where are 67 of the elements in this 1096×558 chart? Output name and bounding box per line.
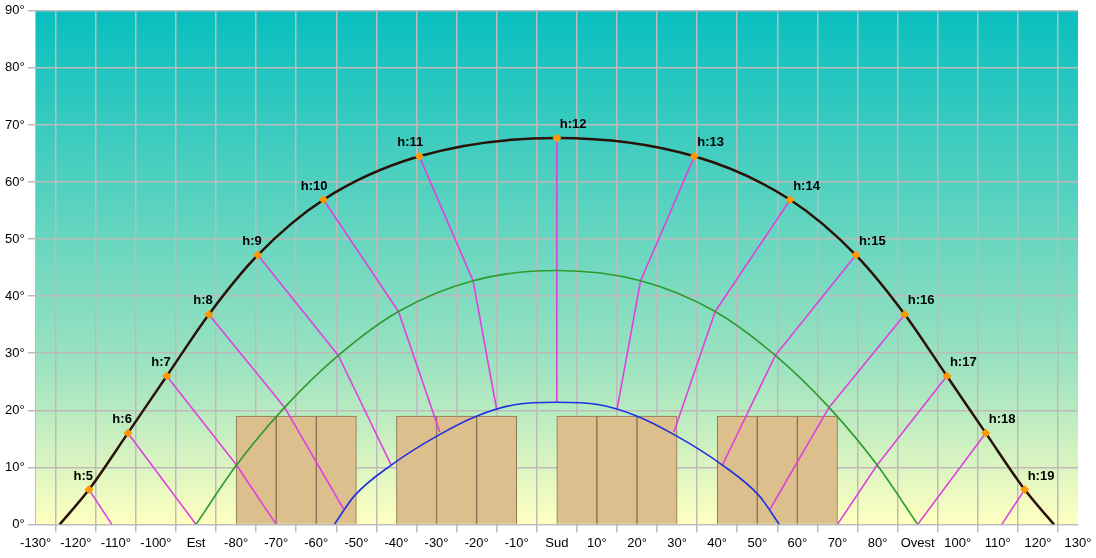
x-tick-label: -40° <box>384 534 409 550</box>
y-tick-label: 80° <box>4 59 25 75</box>
x-tick-label: Ovest <box>900 534 935 550</box>
point <box>162 371 172 381</box>
point <box>1020 485 1030 495</box>
x-tick-label: 110° <box>984 534 1011 550</box>
x-tick-label: -20° <box>464 534 489 550</box>
y-tick-label: 50° <box>4 230 25 246</box>
x-tick-label: -120° <box>60 534 92 550</box>
x-tick-label: 70° <box>827 534 848 550</box>
point <box>785 195 795 205</box>
point <box>414 151 424 161</box>
x-tick-label: 120° <box>1024 534 1052 550</box>
point <box>981 428 991 438</box>
point <box>123 428 133 438</box>
x-tick-label: -30° <box>424 534 449 550</box>
x-tick-label: 30° <box>667 534 687 550</box>
y-tick-label: 10° <box>4 458 25 474</box>
x-tick-label: -130° <box>20 534 52 550</box>
x-tick-label: Est <box>186 534 206 550</box>
annotation: h:9 <box>242 233 262 249</box>
x-tick-label: 10° <box>587 534 607 550</box>
x-tick-label: 50° <box>747 534 768 550</box>
annotation: h:15 <box>858 233 886 249</box>
x-tick-label: 130° <box>1064 534 1092 550</box>
x-tick-label: -50° <box>344 534 369 550</box>
y-tick-label: 40° <box>4 287 25 303</box>
x-tick-label: -100° <box>140 534 172 550</box>
x-tick-label: -70° <box>264 534 289 550</box>
annotation: h:7 <box>151 354 171 370</box>
x-tick-label: -110° <box>100 534 131 550</box>
line-series <box>58 136 1056 525</box>
point <box>552 133 562 143</box>
y-tick-label: 0° <box>12 515 25 531</box>
point <box>851 250 861 260</box>
point <box>319 195 329 205</box>
x-tick-label: 60° <box>787 534 808 550</box>
y-tick-label: 20° <box>4 401 25 417</box>
annotation: h:16 <box>907 292 935 308</box>
annotation: h:5 <box>73 467 93 483</box>
annotation: h:10 <box>300 177 328 193</box>
x-tick-label: -80° <box>224 534 249 550</box>
x-tick-label: -60° <box>304 534 329 550</box>
x-tick-label: 20° <box>627 534 647 550</box>
x-tick-label: Sud <box>545 534 569 550</box>
y-tick-label: 60° <box>4 173 25 189</box>
annotation: h:6 <box>112 411 132 427</box>
point <box>942 371 952 381</box>
annotation: h:13 <box>697 134 725 150</box>
point <box>253 250 263 260</box>
annotation: h:8 <box>193 292 213 308</box>
x-tick-label: 40° <box>707 534 728 550</box>
point <box>84 485 94 495</box>
annotation: h:19 <box>1027 467 1055 483</box>
y-tick-label: 30° <box>4 344 25 360</box>
annotation: h:17 <box>949 354 977 370</box>
line-series <box>333 401 781 525</box>
y-tick-label: 70° <box>4 116 25 132</box>
x-tick-label: -10° <box>504 534 529 550</box>
x-tick-label: 80° <box>867 534 888 550</box>
y-tick-label: 90° <box>4 2 25 18</box>
annotation: h:14 <box>793 177 821 193</box>
point <box>204 309 214 319</box>
annotation: h:18 <box>988 411 1016 427</box>
point <box>689 151 699 161</box>
point <box>900 309 910 319</box>
x-tick-label: 100° <box>944 534 972 550</box>
